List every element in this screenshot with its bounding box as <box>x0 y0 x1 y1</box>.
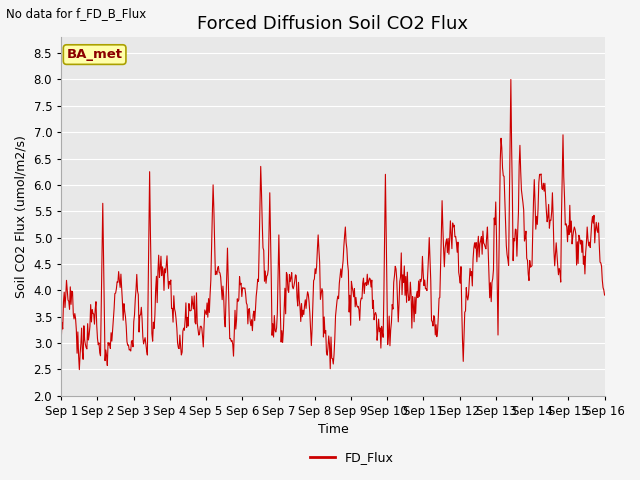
Legend: FD_Flux: FD_Flux <box>305 446 399 469</box>
Title: Forced Diffusion Soil CO2 Flux: Forced Diffusion Soil CO2 Flux <box>197 15 468 33</box>
X-axis label: Time: Time <box>317 423 348 436</box>
Text: BA_met: BA_met <box>67 48 123 61</box>
Y-axis label: Soil CO2 Flux (umol/m2/s): Soil CO2 Flux (umol/m2/s) <box>15 135 28 298</box>
Text: No data for f_FD_B_Flux: No data for f_FD_B_Flux <box>6 7 147 20</box>
